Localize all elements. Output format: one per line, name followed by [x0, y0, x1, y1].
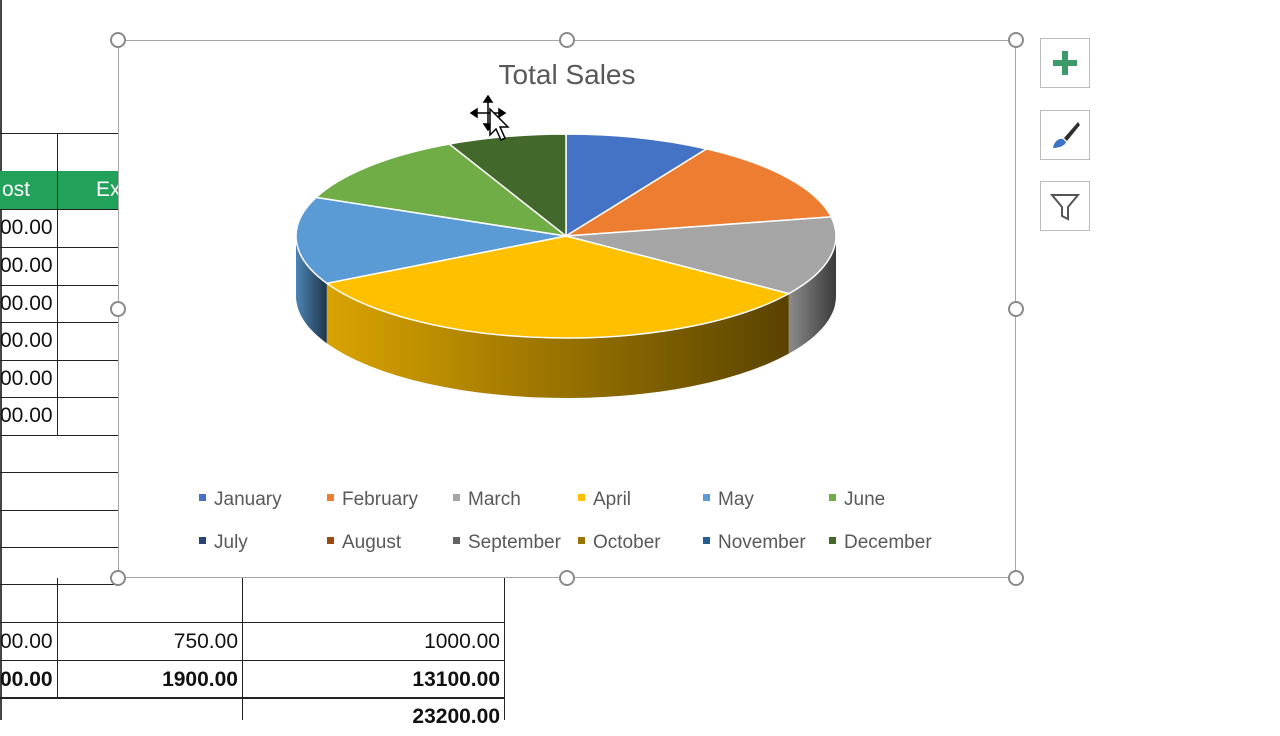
legend-item-december[interactable]: December	[829, 532, 932, 554]
grand-total-cell[interactable]: 23200.00	[412, 705, 500, 728]
legend-item-april[interactable]: April	[578, 489, 631, 511]
grid-line	[57, 133, 58, 435]
legend-item-july[interactable]: July	[199, 532, 248, 554]
legend-item-august[interactable]: August	[327, 532, 401, 554]
grid-line	[0, 247, 118, 248]
grid-line	[504, 578, 505, 720]
expense-cell[interactable]: 750.00	[173, 630, 238, 653]
pie-chart[interactable]: Total Sales January February March April May…	[118, 40, 1016, 578]
resize-handle-top-left[interactable]	[110, 32, 126, 48]
legend-swatch	[829, 494, 836, 502]
grid-line	[242, 578, 243, 720]
pie-plot-area[interactable]	[119, 41, 1015, 577]
cost-cell[interactable]: 00.00	[0, 292, 53, 315]
legend-swatch	[199, 537, 206, 545]
legend-label: July	[214, 532, 248, 553]
resize-handle-left[interactable]	[110, 301, 126, 317]
header-cell-ex[interactable]: Ex	[58, 171, 118, 209]
grid-line	[0, 360, 118, 361]
legend-swatch	[578, 494, 585, 502]
resize-handle-top[interactable]	[559, 32, 575, 48]
legend-label: August	[342, 532, 402, 553]
cost-cell[interactable]: 00.00	[0, 404, 53, 427]
legend-item-march[interactable]: March	[453, 489, 521, 511]
legend-item-september[interactable]: September	[453, 532, 561, 554]
legend-swatch	[199, 494, 206, 502]
grid-line	[0, 697, 505, 699]
legend-label: April	[593, 489, 632, 510]
pie-slice-december[interactable]	[447, 133, 567, 238]
legend-label: February	[342, 489, 419, 510]
grid-line	[0, 209, 118, 210]
legend-item-november[interactable]: November	[703, 532, 806, 554]
cost-cell[interactable]: 00.00	[0, 254, 53, 277]
legend-swatch	[703, 537, 710, 545]
sum-total-cell[interactable]: 13100.00	[412, 668, 500, 691]
legend-item-january[interactable]: January	[199, 489, 282, 511]
grid-line	[0, 133, 118, 134]
grid-line	[0, 660, 505, 661]
legend-swatch	[327, 537, 334, 545]
grid-line	[0, 435, 118, 436]
legend-item-february[interactable]: February	[327, 489, 418, 511]
legend-label: December	[844, 532, 932, 553]
pie-slice-january[interactable]	[565, 133, 709, 238]
legend-swatch	[578, 537, 585, 545]
pie-slice-february[interactable]	[565, 148, 833, 237]
resize-handle-right[interactable]	[1008, 301, 1024, 317]
header-cell-cost[interactable]: ost	[0, 171, 57, 209]
legend-label: October	[593, 532, 661, 553]
grid-line	[0, 584, 118, 585]
pie-slice-march[interactable]	[565, 216, 837, 295]
cost-total-cell[interactable]: 00.00	[0, 668, 53, 691]
legend-label: May	[718, 489, 754, 510]
pie-slice-june[interactable]	[314, 143, 569, 238]
cost-cell[interactable]: 00.00	[0, 630, 53, 653]
resize-handle-bottom-left[interactable]	[110, 570, 126, 586]
pie-slice-side-march[interactable]	[788, 236, 836, 354]
pie-slice-side-may[interactable]	[296, 236, 327, 344]
legend-swatch	[829, 537, 836, 545]
grid-line	[0, 547, 118, 548]
legend-item-october[interactable]: October	[578, 532, 661, 554]
cost-cell[interactable]: 00.00	[0, 216, 53, 239]
legend-swatch	[453, 494, 460, 502]
grid-line	[57, 578, 58, 698]
legend-label: June	[844, 489, 886, 510]
grid-line	[0, 397, 118, 398]
move-cursor-icon	[470, 95, 510, 142]
plus-icon	[1053, 51, 1077, 75]
legend-swatch	[327, 494, 334, 502]
legend-label: January	[214, 489, 282, 510]
legend-label: November	[718, 532, 806, 553]
legend-label: September	[468, 532, 561, 553]
funnel-icon	[1049, 194, 1081, 221]
resize-handle-bottom-right[interactable]	[1008, 570, 1024, 586]
legend-item-june[interactable]: June	[829, 489, 885, 511]
cost-cell[interactable]: 00.00	[0, 367, 53, 390]
cost-cell[interactable]: 00.00	[0, 329, 53, 352]
spreadsheet-grid: ost Ex 00.00 00.00 00.00 00.00 00.00 00.…	[0, 0, 505, 728]
legend-swatch	[453, 537, 460, 545]
grid-line	[0, 622, 505, 623]
grid-line	[0, 322, 118, 323]
chart-elements-button[interactable]	[1040, 38, 1090, 88]
total-cell[interactable]: 1000.00	[424, 630, 500, 653]
resize-handle-bottom[interactable]	[559, 570, 575, 586]
resize-handle-top-right[interactable]	[1008, 32, 1024, 48]
legend-label: March	[468, 489, 521, 510]
pie-slice-may[interactable]	[295, 196, 567, 285]
legend-item-may[interactable]: May	[703, 489, 754, 511]
grid-line	[0, 510, 118, 511]
chart-filters-button[interactable]	[1040, 181, 1090, 231]
chart-styles-button[interactable]	[1040, 110, 1090, 160]
grid-line	[0, 285, 118, 286]
grid-line	[0, 472, 118, 473]
paintbrush-icon	[1053, 122, 1080, 148]
legend-swatch	[703, 494, 710, 502]
expense-total-cell[interactable]: 1900.00	[162, 668, 238, 691]
pie-slice-side-april[interactable]	[326, 283, 789, 398]
pie-slice-april[interactable]	[324, 235, 791, 339]
chart-title[interactable]: Total Sales	[498, 59, 636, 90]
